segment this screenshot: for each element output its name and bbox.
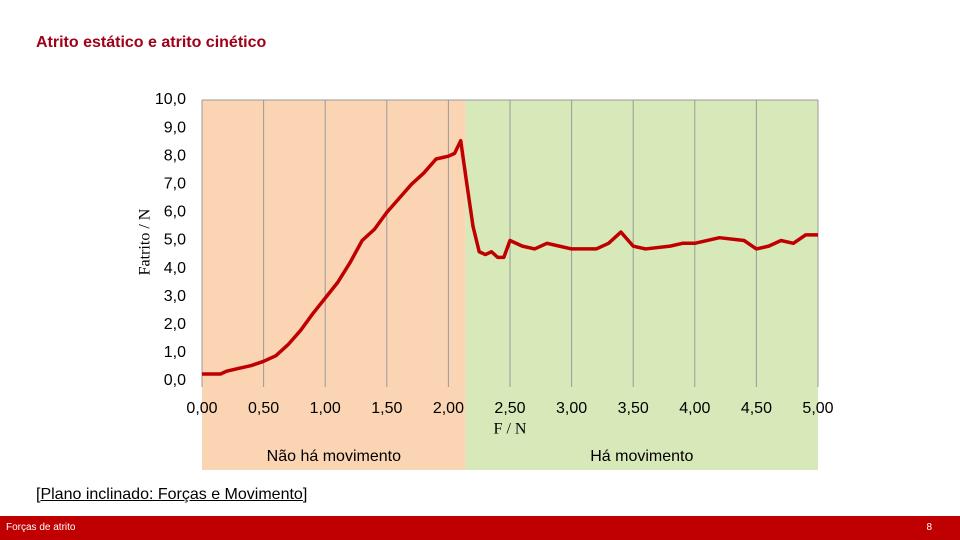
x-tick-label: 4,00 — [679, 400, 710, 417]
reference: [Plano inclinado: Forças e Movimento] — [36, 486, 307, 504]
x-tick-label: 2,00 — [433, 400, 464, 417]
chart: Fatrito / N F / N Não há movimento Há mov… — [137, 91, 834, 470]
y-tick-label: 8,0 — [164, 147, 186, 164]
x-tick-label: 1,00 — [310, 400, 341, 417]
x-tick-label: 0,00 — [186, 400, 217, 417]
bracket: ] — [302, 486, 308, 503]
reference-link[interactable]: Plano inclinado: Forças e Movimento — [40, 486, 303, 503]
y-tick-label: 2,0 — [164, 316, 186, 333]
slide-title: Atrito estático e atrito cinético — [36, 34, 267, 51]
y-axis-label: Fatrito / N — [137, 208, 154, 275]
footer-bar — [0, 516, 960, 540]
x-tick-label: 5,00 — [802, 400, 833, 417]
bracket: [ — [36, 486, 41, 503]
x-tick-label: 0,50 — [248, 400, 279, 417]
x-tick-label: 3,00 — [556, 400, 587, 417]
y-tick-label: 10,0 — [155, 91, 186, 108]
x-axis-label: F / N — [494, 421, 527, 438]
region — [465, 100, 818, 470]
y-tick-label: 4,0 — [164, 260, 186, 277]
x-tick-label: 3,50 — [618, 400, 649, 417]
region-label: Não há movimento — [267, 448, 401, 465]
x-tick-label: 4,50 — [741, 400, 772, 417]
y-tick-label: 1,0 — [164, 344, 186, 361]
y-tick-label: 0,0 — [164, 372, 186, 389]
region-label: Há movimento — [590, 448, 693, 465]
y-tick-label: 5,0 — [164, 232, 186, 249]
page-number: 8 — [926, 522, 932, 533]
x-tick-label: 2,50 — [494, 400, 525, 417]
y-tick-label: 3,0 — [164, 288, 186, 305]
y-tick-label: 7,0 — [164, 176, 186, 193]
y-tick-label: 9,0 — [164, 119, 186, 136]
x-tick-label: 1,50 — [371, 400, 402, 417]
footer-text: Forças de atrito — [6, 522, 76, 533]
data-line — [202, 138, 818, 376]
y-tick-label: 6,0 — [164, 204, 186, 221]
